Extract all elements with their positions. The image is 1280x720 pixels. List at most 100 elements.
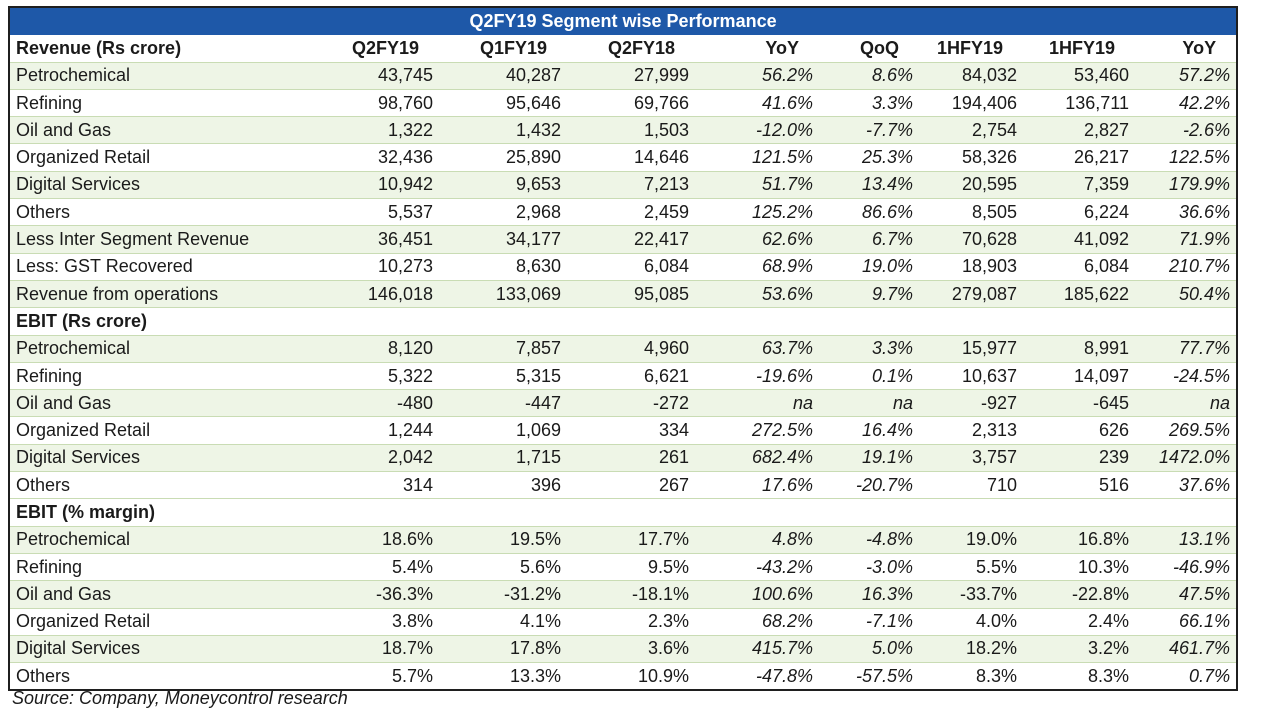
table-cell: 19.1% [819, 443, 919, 473]
table-row: Organized Retail 1,244 1,069 334 272.5% 16.4%… [9, 416, 1238, 445]
table-cell: 18,903 [919, 252, 1023, 281]
table-cell: 8,630 [439, 252, 567, 281]
table-cell: 194,406 [919, 88, 1023, 118]
table-cell: 710 [919, 471, 1023, 500]
row-label: Oil and Gas [9, 116, 309, 145]
table-cell: 86.6% [819, 198, 919, 227]
table-cell: 0.7% [1135, 662, 1238, 691]
section-header-row: EBIT (% margin) [9, 498, 1238, 527]
row-label: Digital Services [9, 634, 309, 664]
row-label: Organized Retail [9, 143, 309, 172]
header-cell: 1HFY19 [919, 34, 1023, 63]
table-cell: 3.6% [567, 634, 695, 664]
header-cell: YoY [1135, 34, 1238, 63]
section-title: EBIT (% margin) [9, 498, 1238, 527]
row-label: Others [9, 662, 309, 691]
table-cell: 5,315 [439, 361, 567, 391]
table-cell: 314 [309, 471, 439, 500]
row-label: Less: GST Recovered [9, 252, 309, 281]
table-cell: 7,359 [1023, 170, 1135, 200]
table-cell: 626 [1023, 416, 1135, 445]
table-cell: 19.0% [919, 525, 1023, 554]
table-row: Petrochemical 8,120 7,857 4,960 63.7% 3.3% 15,… [9, 334, 1238, 363]
table-cell: 95,646 [439, 88, 567, 118]
table-cell: 41,092 [1023, 225, 1135, 254]
table-cell: 8,120 [309, 334, 439, 363]
table-cell: 334 [567, 416, 695, 445]
table-cell: 5,537 [309, 198, 439, 227]
table-cell: -46.9% [1135, 552, 1238, 582]
table-cell: 41.6% [695, 88, 819, 118]
table-cell: 68.2% [695, 607, 819, 636]
table-cell: 18.7% [309, 634, 439, 664]
table-cell: 1,322 [309, 116, 439, 145]
table-cell: 10.3% [1023, 552, 1135, 582]
table-cell: 1,715 [439, 443, 567, 473]
table-cell: 68.9% [695, 252, 819, 281]
table-cell: 2,459 [567, 198, 695, 227]
table-row: Others 5.7% 13.3% 10.9% -47.8% -57.5% 8.3% 8.3%… [9, 662, 1238, 691]
table-cell: 3.8% [309, 607, 439, 636]
table-cell: 62.6% [695, 225, 819, 254]
table-cell: 47.5% [1135, 580, 1238, 609]
table-cell: 42.2% [1135, 88, 1238, 118]
table-cell: 6.7% [819, 225, 919, 254]
table-cell: 8,991 [1023, 334, 1135, 363]
table-cell: 17.8% [439, 634, 567, 664]
row-label: Petrochemical [9, 61, 309, 90]
header-cell: Revenue (Rs crore) [9, 34, 309, 63]
section-header-row: EBIT (Rs crore) [9, 307, 1238, 336]
table-cell: 36.6% [1135, 198, 1238, 227]
table-cell: 239 [1023, 443, 1135, 473]
table-cell: 18.2% [919, 634, 1023, 664]
table-cell: -20.7% [819, 471, 919, 500]
table-cell: 4.0% [919, 607, 1023, 636]
table-cell: 100.6% [695, 580, 819, 609]
table-cell: 4,960 [567, 334, 695, 363]
table-cell: 7,213 [567, 170, 695, 200]
table-row: Refining 5,322 5,315 6,621 -19.6% 0.1% 10,637 1… [9, 361, 1238, 391]
table-cell: -19.6% [695, 361, 819, 391]
table-row: Others 5,537 2,968 2,459 125.2% 86.6% 8,505 6,2… [9, 198, 1238, 227]
table-row: Oil and Gas -480 -447 -272 na na -927 -645 na [9, 389, 1238, 418]
table-cell: 6,224 [1023, 198, 1135, 227]
table-cell: 56.2% [695, 61, 819, 90]
table-row: Refining 5.4% 5.6% 9.5% -43.2% -3.0% 5.5% 10.3%… [9, 552, 1238, 582]
row-label: Oil and Gas [9, 389, 309, 418]
table-cell: -12.0% [695, 116, 819, 145]
table-cell: -43.2% [695, 552, 819, 582]
table-row: Less: GST Recovered 10,273 8,630 6,084 68.9%… [9, 252, 1238, 281]
table-cell: 10,637 [919, 361, 1023, 391]
table-cell: 14,646 [567, 143, 695, 172]
row-label: Refining [9, 88, 309, 118]
table-cell: 8.6% [819, 61, 919, 90]
table-cell: 20,595 [919, 170, 1023, 200]
table-cell: 1472.0% [1135, 443, 1238, 473]
table-cell: 13.3% [439, 662, 567, 691]
table-row: Petrochemical 18.6% 19.5% 17.7% 4.8% -4.8% 19.… [9, 525, 1238, 554]
table-cell: -4.8% [819, 525, 919, 554]
table-row: Petrochemical 43,745 40,287 27,999 56.2% 8.6%… [9, 61, 1238, 90]
table-cell: -645 [1023, 389, 1135, 418]
table-cell: 25.3% [819, 143, 919, 172]
table-cell: -18.1% [567, 580, 695, 609]
table-cell: na [695, 389, 819, 418]
table-cell: 9.5% [567, 552, 695, 582]
row-label: Refining [9, 552, 309, 582]
table-cell: 19.0% [819, 252, 919, 281]
table-cell: 4.8% [695, 525, 819, 554]
table-cell: -7.1% [819, 607, 919, 636]
table-cell: 269.5% [1135, 416, 1238, 445]
table-cell: 122.5% [1135, 143, 1238, 172]
table-cell: 272.5% [695, 416, 819, 445]
table-cell: 17.6% [695, 471, 819, 500]
table-cell: -36.3% [309, 580, 439, 609]
table-cell: na [819, 389, 919, 418]
table-cell: 5.0% [819, 634, 919, 664]
source-note: Source: Company, Moneycontrol research [12, 688, 348, 708]
table-cell: -927 [919, 389, 1023, 418]
table-cell: 17.7% [567, 525, 695, 554]
table-cell: 5.6% [439, 552, 567, 582]
table-cell: 0.1% [819, 361, 919, 391]
table-row: Refining 98,760 95,646 69,766 41.6% 3.3% 194,4… [9, 88, 1238, 118]
